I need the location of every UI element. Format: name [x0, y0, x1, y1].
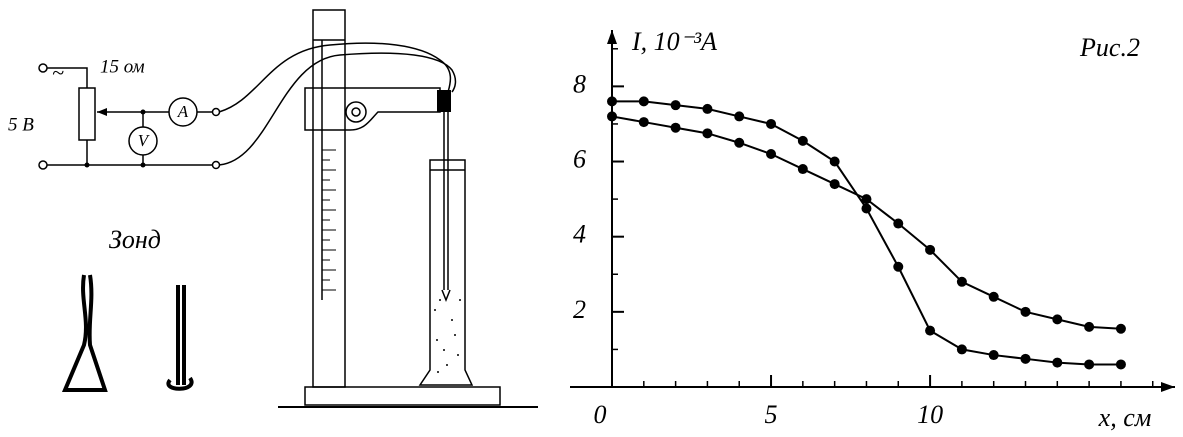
data-point — [734, 111, 745, 122]
data-point — [766, 118, 777, 129]
y-tick-label: 2 — [573, 295, 586, 324]
x-axis-label: x, см — [1098, 403, 1152, 432]
resistor-label: 15 ом — [100, 56, 145, 77]
data-point — [829, 179, 840, 190]
x-axis-arrow — [1161, 382, 1175, 392]
data-point — [956, 344, 967, 355]
voltmeter-label: V — [138, 131, 151, 150]
data-point — [861, 194, 872, 205]
apparatus-diagram: ~ 15 ом 5 В A V Зонд — [8, 9, 538, 408]
probe-label: Зонд — [109, 225, 161, 254]
data-point — [893, 218, 904, 229]
y-axis-label: I, 10⁻³A — [631, 27, 717, 56]
x-tick-label: 5 — [765, 400, 778, 429]
data-point — [925, 325, 936, 336]
annotation: Рис.2 — [1079, 33, 1140, 62]
data-point — [797, 135, 808, 146]
chart: Рис.2 I, 10⁻³A x, см 0 5 10 2 4 6 8 — [570, 27, 1175, 432]
data-point — [829, 156, 840, 167]
series-line — [612, 100, 1121, 366]
y-tick-label: 6 — [573, 144, 586, 173]
data-point — [1115, 323, 1126, 334]
data-point — [1084, 321, 1095, 332]
data-point — [988, 350, 999, 361]
data-point — [670, 122, 681, 133]
series-line — [611, 115, 1121, 330]
data-point — [734, 137, 745, 148]
data-point — [1020, 353, 1031, 364]
data-point — [607, 111, 617, 122]
data-point — [702, 103, 713, 114]
data-point — [1115, 359, 1126, 370]
data-point — [670, 100, 681, 111]
x-tick-label: 10 — [917, 400, 943, 429]
ac-symbol: ~ — [52, 60, 64, 85]
data-point — [1020, 306, 1031, 317]
data-point — [607, 96, 617, 107]
ammeter-label: A — [177, 102, 189, 121]
source-label: 5 В — [8, 114, 34, 135]
data-point — [1052, 314, 1063, 325]
y-tick-label: 4 — [573, 220, 586, 249]
data-point — [925, 244, 936, 255]
data-point — [956, 276, 967, 287]
x-tick-label: 0 — [594, 400, 607, 429]
data-point — [1052, 357, 1063, 368]
y-tick-label: 8 — [573, 69, 586, 98]
data-point — [1084, 359, 1095, 370]
data-point — [797, 164, 808, 175]
data-point — [638, 117, 649, 128]
data-point — [766, 149, 777, 160]
data-point — [702, 128, 713, 139]
data-point — [893, 261, 904, 272]
data-point — [988, 291, 999, 302]
y-axis-arrow — [607, 30, 617, 44]
data-point — [861, 203, 872, 214]
data-point — [638, 96, 649, 107]
